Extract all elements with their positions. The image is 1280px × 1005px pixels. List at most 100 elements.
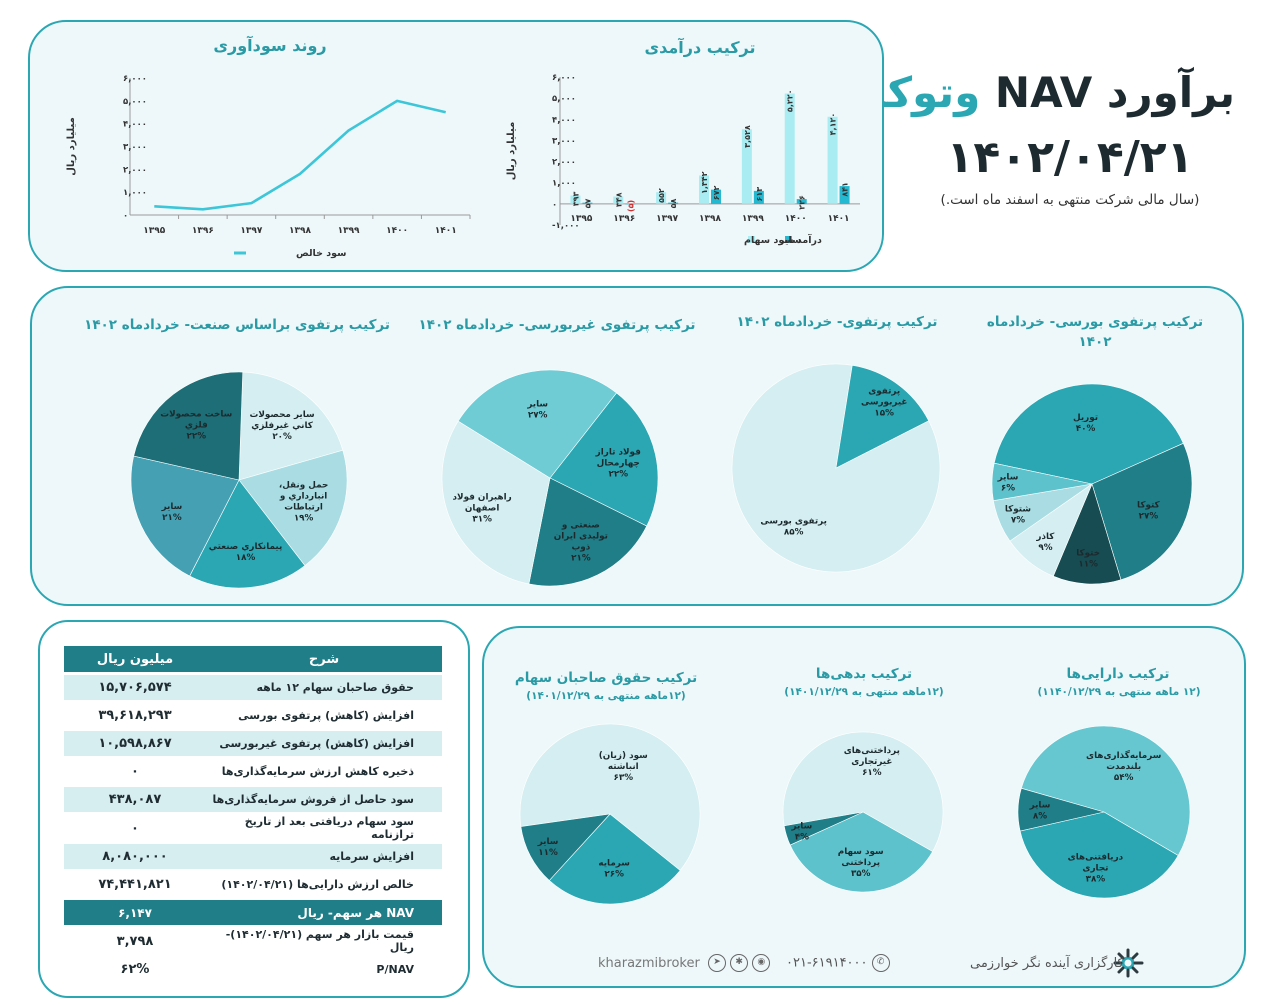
pie-slice-pct: ۸۵% <box>784 528 804 538</box>
assets-title: ترکیب دارایی‌ها <box>1066 666 1170 682</box>
revenue-bar-chart: ۱,۰۰۰- ۰ ۱,۰۰۰ ۲,۰۰۰ ۳,۰۰۰ ۴,۰۰۰ ۵,۰۰۰ ۶,۰۰۰ میل… <box>506 73 860 246</box>
y-tick-label: ۳,۰۰۰ <box>552 136 576 146</box>
pie-slice-pct: ۱۱% <box>1078 559 1098 569</box>
pie-slice <box>238 371 344 481</box>
aparat-icon[interactable]: ✱ <box>730 954 749 972</box>
pie-slice-pct: ۴۰% <box>1076 424 1096 434</box>
pie-slice <box>1019 811 1179 899</box>
x-tick-label: ۱۴۰۱ <box>435 226 457 236</box>
bar-label-other: ۸۴۱ <box>841 182 850 197</box>
pie-slice-label: چهارمحال <box>597 459 640 469</box>
y-tick-label: ۴,۰۰۰ <box>123 120 147 130</box>
equity-title: ترکیب حقوق صاحبان سهام <box>514 670 698 686</box>
bar-label-other: ۶۷۲ <box>712 186 721 201</box>
pie-slice-label: شتوکا <box>1005 505 1031 515</box>
bar-dividend <box>827 116 838 204</box>
pie-slice-label: پرتفوی بورسی <box>760 517 826 527</box>
pie-slice <box>189 479 306 589</box>
footer-social: ◉ ✱ ➤ kharazmibroker <box>598 954 771 972</box>
pie-slice-pct: ۶۱% <box>862 768 882 778</box>
row-value: ۴۳۸,۰۸۷ <box>64 787 206 812</box>
profit-chart-title: روند سودآوری <box>213 36 327 55</box>
bar-label-other: (۵) <box>626 200 635 212</box>
x-tick-label: ۱۳۹۷ <box>240 226 262 236</box>
x-tick-label: ۱۳۹۵ <box>143 226 165 236</box>
pie-slice-label: سایر <box>526 400 548 410</box>
pie-slice-pct: ۹% <box>1038 543 1052 553</box>
pie-slice <box>789 811 933 893</box>
x-tick-label: ۱۳۹۶ <box>192 226 214 236</box>
y-tick-label: ۶,۰۰۰ <box>123 74 147 84</box>
page-title: برآورد NAV وتوکا <box>872 68 1235 117</box>
pie-slice-label: بلندمدت <box>1106 762 1141 772</box>
bar-label-dividend: ۵,۲۲۰ <box>786 89 795 112</box>
legend-label: سود خالص <box>296 248 346 259</box>
legend-label-other: سایر <box>778 235 801 246</box>
pie-slice-pct: ۲۷% <box>528 411 548 421</box>
row-value: ۳,۷۹۸ <box>116 933 154 949</box>
legend-swatch-dividend <box>748 236 755 243</box>
bar-other <box>796 199 807 204</box>
bar-label-dividend: ۴,۱۲۰ <box>829 113 838 136</box>
table-row: سود حاصل از فروش سرمایه‌گذاری‌ها ۴۳۸,۰۸۷ <box>64 787 442 812</box>
bar-label-other: ۵۷ <box>583 199 592 209</box>
pie-slice-label: انبارداري و <box>279 492 327 502</box>
bar-other <box>753 190 764 204</box>
pie-slice-label: كاني غيرفلزي <box>251 421 314 431</box>
revenue-chart-title: ترکیب درآمدی <box>644 38 756 57</box>
instagram-icon[interactable]: ◉ <box>752 954 771 972</box>
pie-slice-pct: ۳۱% <box>472 514 492 524</box>
row-value: ۱۵,۷۰۶,۵۷۴ <box>64 675 206 700</box>
table-row: سود سهام دریافتی بعد از تاریخ ترازنامه ۰ <box>64 815 442 841</box>
social-handle[interactable]: kharazmibroker <box>598 955 700 971</box>
bar-label-other: ۲۲۶ <box>798 195 807 210</box>
bar-dividend <box>613 196 624 204</box>
telegram-icon[interactable]: ➤ <box>707 954 726 972</box>
x-tick-label: ۱۳۹۵ <box>570 214 592 224</box>
pie-slice <box>993 383 1184 485</box>
pie-slice-label: راهبران فولاد <box>453 492 512 502</box>
pie-slice <box>548 813 681 905</box>
debts-sub: (۱۲ماهه منتهی به ۱۴۰۱/۱۲/۲۹) <box>784 686 944 698</box>
table-row: NAV هر سهم- ریال ۶,۱۴۷ <box>64 900 442 925</box>
x-tick-label: ۱۳۹۹ <box>338 226 360 236</box>
pie-slice <box>238 449 348 566</box>
pie-slice-label: سایر <box>1029 801 1051 811</box>
pie-slice-pct: ۳۸% <box>1086 874 1106 884</box>
pie-slice-label: ختوکا <box>1076 548 1100 558</box>
pie4-title: ترکیب پرتفوی براساس صنعت- خردادماه ۱۴۰۲ <box>84 317 390 333</box>
pie-slice <box>520 813 611 881</box>
bar-label-dividend: ۳۹۳ <box>571 191 580 206</box>
pie-slice-pct: ۲۶% <box>604 869 624 879</box>
report-date: ۱۴۰۲/۰۴/۲۱ <box>946 132 1194 183</box>
title-text: برآورد NAV <box>994 68 1235 117</box>
row-desc: NAV هر سهم- ریال <box>206 900 442 925</box>
debts-title: ترکیب بدهی‌ها <box>815 666 913 682</box>
pie-slice <box>731 363 941 573</box>
pie-slice <box>991 462 1093 502</box>
fiscal-note: (سال مالی شرکت منتهی به اسفند ماه است.) <box>940 192 1200 208</box>
pie-slice <box>1017 787 1105 832</box>
pie-slice-label: توریل <box>1073 413 1098 423</box>
bar-label-other: ۵۸ <box>669 199 678 209</box>
y-tick-label: ۵,۰۰۰ <box>123 97 147 107</box>
pie-slice <box>1020 725 1191 856</box>
x-tick-label: ۱۳۹۹ <box>742 214 764 224</box>
pie-slice <box>1091 442 1193 581</box>
table-row: قیمت بازار هر سهم (۱۴۰۲/۰۴/۲۱)- ریال ۳,۷۹… <box>64 928 442 954</box>
y-axis-label: میلیارد ریال <box>506 122 517 181</box>
pie-slice-pct: ۲۰% <box>272 432 292 442</box>
pie-slice-pct: ۲۲% <box>608 470 628 480</box>
x-tick-label: ۱۴۰۱ <box>828 214 850 224</box>
row-value: ۱۰,۵۹۸,۸۶۷ <box>64 731 206 756</box>
pie3-title: ترکیب پرتفوی غیربورسی- خردادماه ۱۴۰۲ <box>418 317 696 333</box>
pie-slice-pct: ۴% <box>795 832 809 842</box>
pie-slice-label: تجاری <box>1082 863 1108 873</box>
bar-other <box>839 186 850 204</box>
pie-slice-pct: ۶% <box>1001 484 1015 494</box>
y-tick-label: ۵,۰۰۰ <box>552 94 576 104</box>
pie-slice <box>457 369 617 479</box>
profit-line-chart: ۰ ۱,۰۰۰ ۲,۰۰۰ ۳,۰۰۰ ۴,۰۰۰ ۵,۰۰۰ ۶,۰۰۰ ۱۳۹۵ ۱۳۹۶ ۱… <box>66 74 471 259</box>
bar-label-dividend: ۳۴۸ <box>614 192 623 207</box>
nav-table-panel: شرح میلیون ریال حقوق صاحبان سهام ۱۲ ماهه… <box>38 620 470 998</box>
